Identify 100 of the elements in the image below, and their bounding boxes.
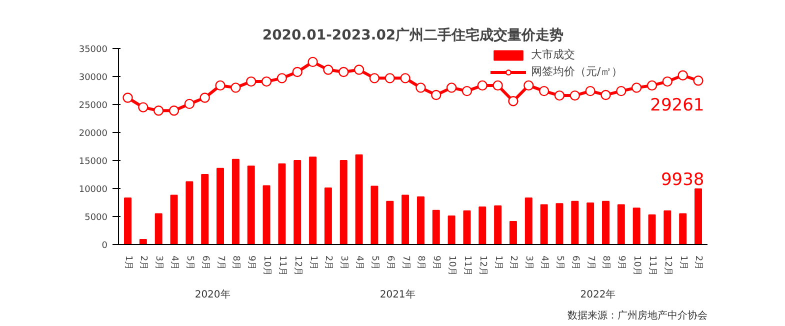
x-tick-label: 6月 xyxy=(200,256,210,270)
point xyxy=(168,106,180,116)
point xyxy=(538,86,550,96)
bar xyxy=(247,166,255,244)
bar xyxy=(571,200,579,244)
point xyxy=(477,80,488,91)
x-tick-label: 6月 xyxy=(384,256,395,270)
x-tick-label: 6月 xyxy=(570,256,580,270)
x-tick-label: 4月 xyxy=(354,256,364,270)
y-tick-label: 5000 xyxy=(84,213,108,223)
point xyxy=(693,76,704,86)
y-tick-label: 30000 xyxy=(78,73,108,83)
bar xyxy=(416,196,424,244)
point xyxy=(646,80,658,91)
point xyxy=(508,96,518,106)
bar xyxy=(602,200,610,244)
legend-label: 大市成交 xyxy=(531,47,575,62)
point xyxy=(462,86,472,96)
point xyxy=(276,73,288,84)
bar xyxy=(679,213,687,244)
x-tick-label: 8月 xyxy=(416,256,426,270)
bar xyxy=(340,160,348,244)
x-tick-label: 3月 xyxy=(154,256,164,270)
point xyxy=(138,102,148,112)
point xyxy=(431,90,442,100)
x-tick-label: 9月 xyxy=(246,256,256,270)
bar xyxy=(355,154,363,244)
x-tick-label: 4月 xyxy=(169,256,180,270)
y-tick-label: 0 xyxy=(102,241,108,251)
x-tick-label: 5月 xyxy=(184,256,194,270)
bar xyxy=(617,204,625,244)
x-tick-label: 1月 xyxy=(492,256,503,270)
point xyxy=(446,82,457,93)
x-tick-label: 1月 xyxy=(122,256,133,270)
bar xyxy=(186,181,194,244)
point xyxy=(261,76,272,87)
x-tick-label: 2月 xyxy=(138,256,148,270)
text: 2021年 xyxy=(380,288,416,300)
x-tick-label: 4月 xyxy=(539,256,550,270)
bar xyxy=(509,221,517,244)
x-tick-label: 10月 xyxy=(446,256,457,276)
bar xyxy=(201,174,209,244)
bar xyxy=(632,208,640,244)
bar xyxy=(232,158,240,244)
x-tick-label: 11月 xyxy=(276,256,287,276)
bar xyxy=(540,204,548,244)
bar xyxy=(124,198,132,244)
bar xyxy=(370,186,378,244)
x-tick-label: 10月 xyxy=(632,256,642,276)
bar xyxy=(478,206,486,244)
bar xyxy=(494,205,502,244)
source-note: 数据来源：广州房地产中介协会 xyxy=(568,310,708,322)
bar xyxy=(278,163,286,244)
text: 2022年 xyxy=(580,288,616,300)
bar xyxy=(694,188,702,244)
bar xyxy=(432,210,440,244)
x-tick-label: 7月 xyxy=(585,256,596,270)
y-tick-label: 25000 xyxy=(78,101,108,111)
x-tick-label: 9月 xyxy=(616,256,626,270)
bar xyxy=(524,198,532,244)
point xyxy=(122,92,133,103)
x-tick-label: 1月 xyxy=(678,256,688,270)
bar xyxy=(294,160,302,244)
bar xyxy=(448,215,456,244)
point xyxy=(600,90,611,100)
point xyxy=(323,64,334,75)
chart-title: 2020.01-2023.02广州二手住宅成交量价走势 xyxy=(262,26,564,44)
point xyxy=(354,64,364,75)
x-tick-label: 2月 xyxy=(693,256,704,270)
point xyxy=(631,82,642,93)
point xyxy=(554,90,565,101)
point xyxy=(492,80,503,91)
x-tick-label: 8月 xyxy=(600,256,611,270)
point xyxy=(524,80,534,91)
point xyxy=(616,86,626,96)
text: 2020年 xyxy=(194,288,230,300)
bar xyxy=(170,194,178,244)
legend-label: 网签均价（元/㎡） xyxy=(531,64,623,79)
point xyxy=(200,92,210,103)
x-tick-label: 3月 xyxy=(338,256,349,270)
point xyxy=(215,80,226,91)
x-tick-label: 11月 xyxy=(462,256,472,276)
point xyxy=(308,56,318,68)
x-tick-label: 7月 xyxy=(215,256,226,270)
bar xyxy=(586,202,594,244)
bar xyxy=(154,213,162,244)
point xyxy=(369,73,380,84)
point xyxy=(416,82,426,93)
point xyxy=(153,106,164,116)
data-label: 9938 xyxy=(660,170,704,190)
bar xyxy=(386,200,394,244)
bar xyxy=(556,203,564,244)
bar xyxy=(324,187,332,244)
point xyxy=(678,70,688,80)
x-tick-label: 2月 xyxy=(508,256,518,270)
x-tick-label: 1月 xyxy=(308,256,318,270)
x-tick-label: 12月 xyxy=(477,256,488,276)
y-tick-label: 20000 xyxy=(78,129,108,139)
x-tick-label: 12月 xyxy=(662,256,672,276)
bar xyxy=(463,210,471,244)
